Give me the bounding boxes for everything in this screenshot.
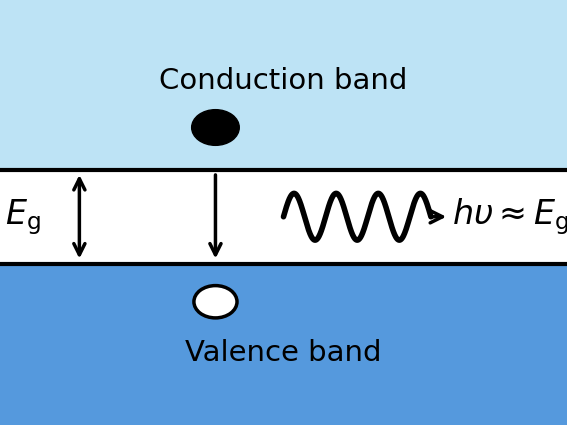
Bar <box>0 264 567 425</box>
Text: $h\upsilon \approx E_{\mathrm{g}}$: $h\upsilon \approx E_{\mathrm{g}}$ <box>452 196 567 237</box>
Bar <box>0 0 567 170</box>
Circle shape <box>194 286 237 318</box>
Text: Conduction band: Conduction band <box>159 67 408 95</box>
Text: Valence band: Valence band <box>185 339 382 367</box>
Text: $E_{\mathrm{g}}$: $E_{\mathrm{g}}$ <box>5 197 40 237</box>
Circle shape <box>192 110 239 145</box>
